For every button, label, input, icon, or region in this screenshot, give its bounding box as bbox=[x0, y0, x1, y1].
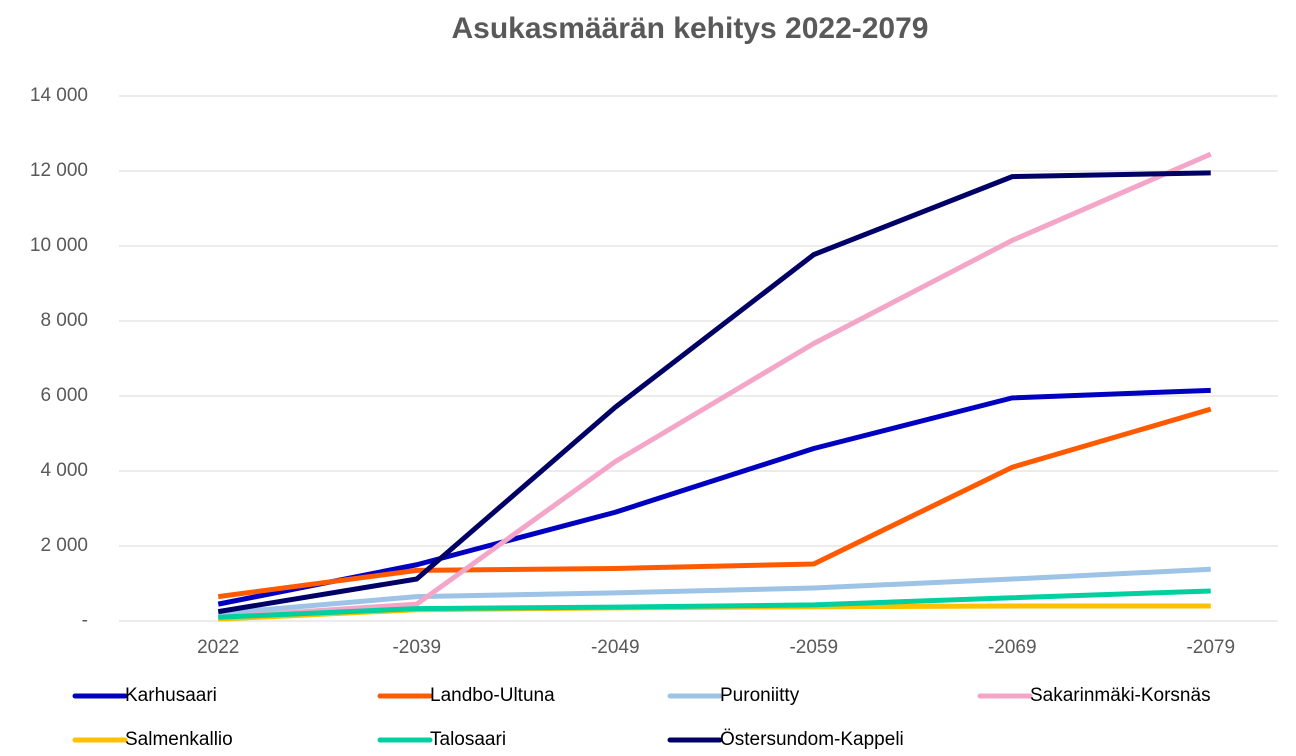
legend-label: Karhusaari bbox=[125, 685, 217, 706]
legend-label: Puroniitty bbox=[720, 685, 800, 706]
x-tick-label: -2049 bbox=[591, 637, 640, 658]
series-line bbox=[217, 406, 1212, 600]
x-tick-label: -2069 bbox=[988, 637, 1037, 658]
y-tick-label: 12 000 bbox=[30, 160, 88, 181]
x-tick-label: -2079 bbox=[1186, 637, 1235, 658]
chart-title: Asukasmäärän kehitys 2022-2079 bbox=[452, 12, 929, 45]
y-tick-label: 14 000 bbox=[30, 85, 88, 106]
legend-label: Östersundom-Kappeli bbox=[720, 729, 904, 750]
x-tick-label: -2059 bbox=[789, 637, 838, 658]
y-tick-label: 10 000 bbox=[30, 235, 88, 256]
series-line bbox=[218, 151, 1212, 620]
x-tick-label: -2039 bbox=[392, 637, 441, 658]
legend-label: Talosaari bbox=[430, 729, 506, 750]
y-tick-label: - bbox=[82, 610, 88, 631]
y-tick-label: 6 000 bbox=[40, 385, 88, 406]
series-line bbox=[217, 170, 1211, 615]
y-tick-label: 8 000 bbox=[40, 310, 88, 331]
legend-label: Landbo-Ultuna bbox=[430, 685, 555, 706]
series-line bbox=[218, 588, 1211, 620]
legend-label: Sakarinmäki-Korsnäs bbox=[1030, 685, 1211, 706]
legend-label: Salmenkallio bbox=[125, 729, 233, 750]
y-tick-label: 2 000 bbox=[40, 535, 88, 556]
x-tick-label: 2022 bbox=[197, 637, 239, 658]
series-line bbox=[217, 387, 1211, 607]
y-tick-label: 4 000 bbox=[40, 460, 88, 481]
series-line bbox=[218, 566, 1211, 616]
